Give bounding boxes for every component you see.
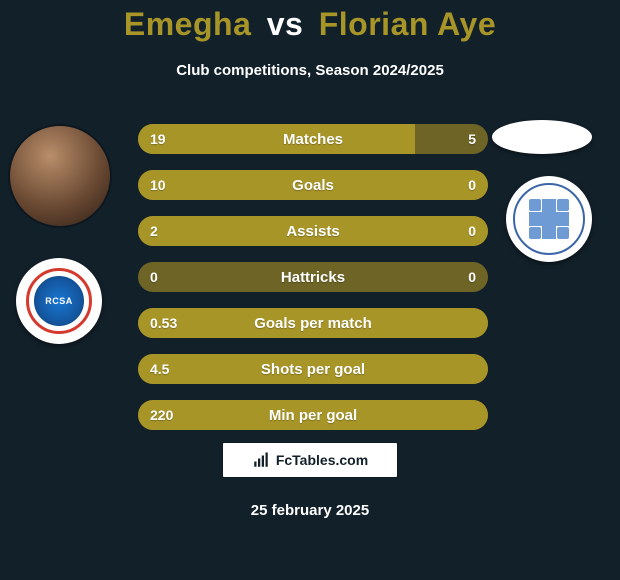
site-badge: FcTables.com <box>222 442 398 478</box>
stat-label: Shots per goal <box>138 354 488 384</box>
page-title: Emegha vs Florian Aye <box>0 6 620 43</box>
footer-date: 25 february 2025 <box>0 502 620 519</box>
stat-label: Hattricks <box>138 262 488 292</box>
player-a-avatar <box>8 124 112 228</box>
site-name: FcTables.com <box>276 452 368 468</box>
subtitle: Club competitions, Season 2024/2025 <box>0 62 620 79</box>
title-player-b: Florian Aye <box>319 6 496 42</box>
stat-label: Assists <box>138 216 488 246</box>
stats-panel: 195Matches 100Goals 20Assists 00Hattricks 0.… <box>138 124 488 446</box>
chart-icon <box>252 451 270 469</box>
stat-row: 4.5Shots per goal <box>138 354 488 384</box>
stat-row: 00Hattricks <box>138 262 488 292</box>
player-b-club-badge <box>506 176 592 262</box>
stat-label: Goals <box>138 170 488 200</box>
club-badge-left-inner: RCSA <box>28 270 90 332</box>
stat-row: 220Min per goal <box>138 400 488 430</box>
stat-label: Min per goal <box>138 400 488 430</box>
stat-label: Matches <box>138 124 488 154</box>
stat-row: 0.53Goals per match <box>138 308 488 338</box>
club-badge-right-inner <box>513 183 585 255</box>
stat-row: 100Goals <box>138 170 488 200</box>
club-b-cross-icon <box>525 195 573 243</box>
stat-row: 195Matches <box>138 124 488 154</box>
stat-row: 20Assists <box>138 216 488 246</box>
player-b-avatar <box>492 120 592 154</box>
stat-label: Goals per match <box>138 308 488 338</box>
title-vs: vs <box>267 6 304 42</box>
club-a-abbrev: RCSA <box>45 296 73 306</box>
player-a-club-badge: RCSA <box>16 258 102 344</box>
title-player-a: Emegha <box>124 6 251 42</box>
